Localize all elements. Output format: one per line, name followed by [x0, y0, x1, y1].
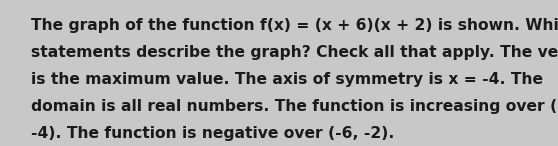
Text: -4). The function is negative over (-6, -2).: -4). The function is negative over (-6, … [31, 126, 394, 141]
Text: domain is all real numbers. The function is increasing over (-∞,: domain is all real numbers. The function… [31, 99, 558, 114]
Text: is the maximum value. The axis of symmetry is x = -4. The: is the maximum value. The axis of symmet… [31, 72, 543, 87]
Text: statements describe the graph? Check all that apply. The vertex: statements describe the graph? Check all… [31, 45, 558, 60]
Text: The graph of the function f(x) = (x + 6)(x + 2) is shown. Which: The graph of the function f(x) = (x + 6)… [31, 18, 558, 33]
